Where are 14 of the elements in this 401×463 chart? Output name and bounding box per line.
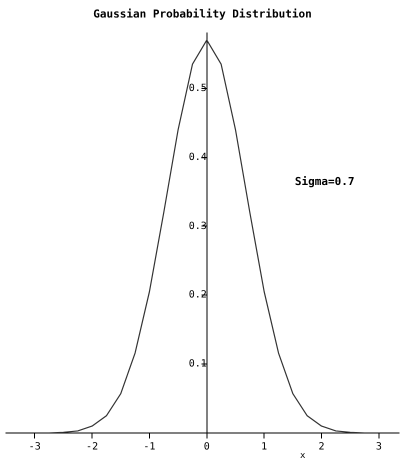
x-tick-label: -3	[28, 442, 41, 453]
annotation: Sigma=0.7	[294, 175, 354, 188]
y-tick-label: 0.3	[188, 220, 207, 232]
x-axis-title: x	[300, 451, 306, 461]
chart-title: Gaussian Probability Distribution	[93, 7, 312, 20]
x-tick-label: -2	[86, 442, 98, 453]
y-tick-label: 0.5	[188, 82, 207, 94]
x-tick-label: 3	[376, 442, 382, 453]
x-tick-label: 0	[204, 442, 210, 453]
y-tick-label: 0.1	[188, 358, 207, 370]
y-tick-label: 0.2	[188, 290, 207, 301]
x-tick-label: 1	[261, 442, 268, 453]
x-tick-label: -1	[143, 442, 156, 453]
x-tick-label: 2	[318, 442, 325, 453]
